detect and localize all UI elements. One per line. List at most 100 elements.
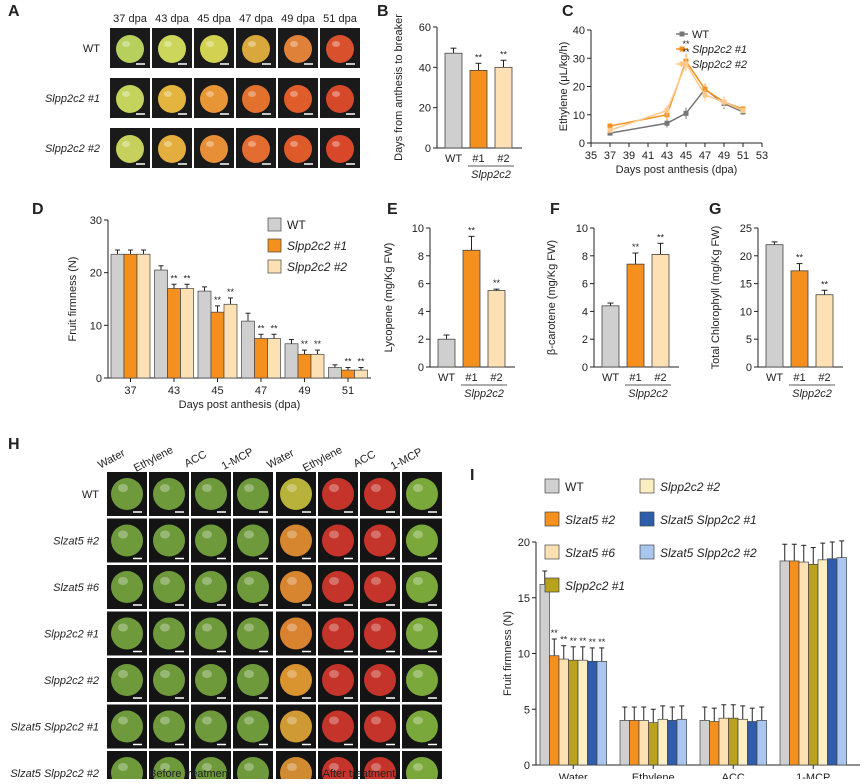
x-tick-label: 43 bbox=[168, 385, 180, 397]
bar bbox=[699, 720, 710, 766]
fruit-highlight bbox=[244, 623, 254, 632]
x-tick-label: #1 bbox=[472, 153, 484, 165]
y-tick-label: 15 bbox=[740, 279, 752, 291]
fruit bbox=[242, 135, 270, 163]
bar bbox=[110, 253, 125, 379]
x-tick-label: 45 bbox=[680, 150, 692, 162]
fruit bbox=[242, 35, 270, 63]
legend-label: Slpp2c2 #2 bbox=[692, 59, 747, 71]
significance-label: ** bbox=[579, 636, 587, 646]
fruit bbox=[111, 664, 143, 696]
fruit bbox=[237, 524, 269, 557]
x-tick-label: 1-MCP bbox=[796, 772, 830, 779]
bar bbox=[638, 720, 649, 766]
bar bbox=[577, 659, 588, 766]
bar bbox=[629, 720, 640, 766]
x-tick-label: 53 bbox=[756, 150, 768, 162]
fruit-highlight bbox=[202, 670, 212, 678]
legend-marker bbox=[679, 31, 685, 37]
fruit bbox=[158, 85, 186, 113]
column-label: 49 dpa bbox=[281, 13, 316, 25]
x-tick-label: 37 bbox=[604, 150, 616, 162]
bar bbox=[328, 367, 342, 379]
fruit bbox=[406, 617, 438, 650]
fruit-highlight bbox=[118, 623, 128, 632]
after-treatment-label: After treatment bbox=[323, 768, 396, 779]
fruit-highlight bbox=[290, 141, 298, 147]
x-tick-label: WT bbox=[602, 372, 619, 384]
fruit-highlight bbox=[122, 41, 130, 47]
fruit bbox=[116, 85, 144, 113]
bar bbox=[648, 722, 659, 766]
panel-a-fruit-grid: 37 dpa 43 dpa 45 dpa 47 dpa 49 dpa 51 dpa WT Sl… bbox=[45, 13, 360, 168]
significance-label: ** bbox=[551, 628, 559, 638]
bar bbox=[539, 584, 550, 766]
y-tick-label: 60 bbox=[419, 22, 431, 34]
x-tick-label: 37 bbox=[124, 385, 136, 397]
fruit bbox=[280, 710, 312, 743]
y-tick-label: 40 bbox=[573, 25, 585, 37]
y-tick-label: 2 bbox=[582, 334, 588, 346]
group-label: Slpp2c2 bbox=[464, 388, 504, 400]
fruit bbox=[364, 757, 396, 784]
fruit-highlight bbox=[160, 763, 170, 771]
fruit-highlight bbox=[202, 763, 212, 771]
y-tick-label: 0 bbox=[582, 362, 588, 374]
significance-label: ** bbox=[657, 232, 665, 242]
panel-d-chart: 0 10 20 30 37 ** ** 43 ** ** 45 ** ** 47 ** ** 49 ** ** 51 D… bbox=[67, 215, 371, 411]
x-tick-label: 51 bbox=[342, 385, 354, 397]
data-point bbox=[740, 108, 746, 114]
fruit bbox=[364, 478, 396, 510]
fruit bbox=[364, 710, 396, 743]
legend-label: Slzat5 #2 bbox=[565, 513, 615, 527]
bar bbox=[154, 269, 168, 379]
before-treatment-label: Before treatment bbox=[149, 768, 231, 779]
bar bbox=[737, 718, 748, 766]
fruit-highlight bbox=[413, 577, 423, 585]
fruit-highlight bbox=[329, 484, 339, 492]
fruit bbox=[364, 524, 396, 557]
fruit-highlight bbox=[118, 530, 128, 539]
legend-label: Slzat5 Slpp2c2 #2 bbox=[660, 546, 757, 560]
y-tick-label: 0 bbox=[524, 760, 530, 772]
data-point bbox=[721, 99, 727, 105]
column-label: 1-MCP bbox=[220, 446, 256, 473]
group-label: Slpp2c2 bbox=[792, 388, 832, 400]
y-tick-label: 40 bbox=[419, 62, 431, 74]
fruit bbox=[111, 710, 143, 743]
y-tick-label: 5 bbox=[524, 704, 530, 716]
bar bbox=[487, 290, 506, 368]
legend-marker bbox=[679, 61, 685, 67]
fruit-highlight bbox=[118, 716, 128, 725]
y-tick-label: 4 bbox=[418, 306, 424, 318]
panel-letter-i: I bbox=[470, 467, 474, 484]
bar bbox=[494, 66, 513, 149]
panel-letter-b: B bbox=[377, 3, 389, 20]
fruit bbox=[200, 35, 228, 63]
y-tick-label: 15 bbox=[518, 593, 530, 605]
fruit-highlight bbox=[413, 716, 423, 725]
legend-swatch bbox=[639, 511, 655, 527]
bar bbox=[568, 659, 579, 766]
fruit bbox=[111, 617, 143, 650]
fruit-highlight bbox=[244, 577, 254, 585]
bar bbox=[223, 303, 238, 379]
fruit-highlight bbox=[287, 577, 297, 585]
bar bbox=[798, 561, 809, 766]
fruit-highlight bbox=[122, 141, 130, 147]
bar bbox=[765, 244, 784, 368]
y-tick-label: 10 bbox=[90, 320, 102, 332]
bar bbox=[267, 338, 281, 379]
x-tick-label: #2 bbox=[490, 372, 502, 384]
fruit bbox=[364, 664, 396, 696]
x-tick-label: 39 bbox=[623, 150, 635, 162]
bar bbox=[657, 718, 668, 766]
legend-swatch bbox=[544, 544, 560, 560]
fruit bbox=[195, 664, 227, 696]
legend-label: Slpp2c2 #1 bbox=[287, 239, 347, 253]
fruit bbox=[406, 710, 438, 743]
fruit bbox=[284, 35, 312, 63]
fruit bbox=[153, 571, 185, 603]
panel-letter-a: A bbox=[8, 3, 20, 20]
